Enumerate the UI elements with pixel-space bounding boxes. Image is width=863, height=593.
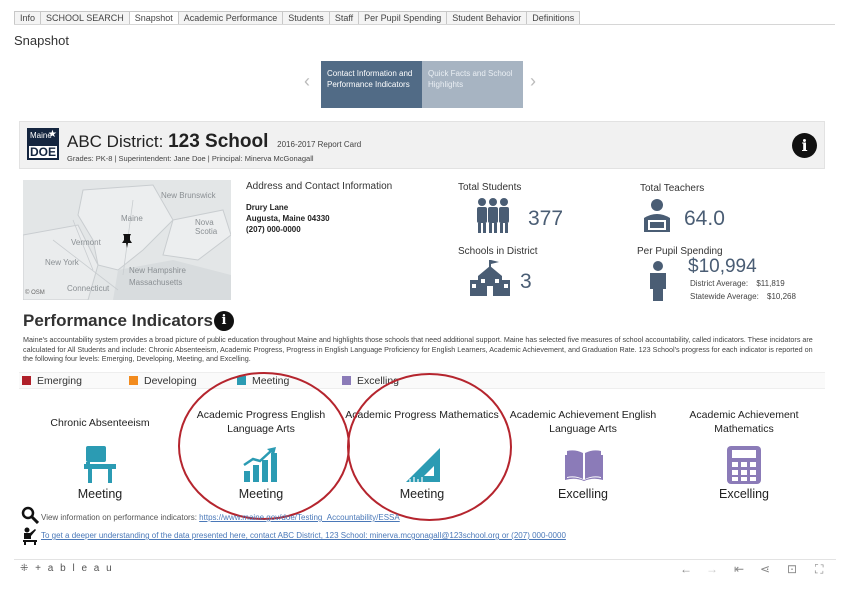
school-subheading: Grades: PK-8 | Superintendent: Jane Doe … (67, 154, 314, 163)
per-pupil-spending-label: Per Pupil Spending (637, 246, 723, 257)
indicator-achievement-math-title: Academic Achievement Mathematics (689, 409, 799, 435)
indicator-achievement-ela-status: Excelling (557, 487, 609, 501)
download-icon[interactable]: ⊡ (787, 562, 798, 576)
performance-indicators-title: Performance Indicators (23, 311, 213, 330)
total-students-label: Total Students (458, 182, 522, 193)
nav-quick-facts-button[interactable]: Quick Facts and School Highlights (422, 61, 523, 108)
district-average: District Average: $11,819 (690, 279, 785, 288)
fullscreen-icon[interactable]: ⛶ (815, 562, 824, 576)
chevron-left-icon[interactable]: ‹ (304, 71, 310, 91)
info-icon[interactable]: i (792, 133, 817, 158)
location-map[interactable]: New Brunswick Maine Nova Scotia Vermont … (23, 180, 231, 300)
open-book-icon (565, 450, 603, 481)
nav-contact-info-button[interactable]: Contact Information and Performance Indi… (321, 61, 422, 108)
legend-developing: Developing (129, 375, 197, 387)
page-title: Snapshot (14, 33, 69, 48)
person-icon (650, 261, 666, 301)
performance-description: Maine's accountability system provides a… (23, 335, 813, 363)
tab-info[interactable]: Info (14, 11, 42, 25)
tab-definitions[interactable]: Definitions (527, 11, 581, 25)
indicator-achievement-ela-title: Academic Achievement English Language Ar… (509, 409, 657, 435)
share-icon[interactable]: ⋖ (760, 562, 771, 576)
tableau-logo[interactable]: ⁜ + a b l e a u (20, 563, 114, 574)
schools-in-district-label: Schools in District (458, 246, 538, 257)
undo-icon[interactable]: ← (680, 562, 692, 576)
total-students-value: 377 (528, 207, 564, 230)
revert-icon[interactable]: ⇤ (734, 562, 745, 576)
total-teachers-label: Total Teachers (640, 183, 705, 194)
teacher-board-icon (23, 527, 37, 545)
annotation-circle-math (347, 373, 512, 521)
view-info-line: View information on performance indicato… (41, 513, 400, 522)
tab-school-search[interactable]: SCHOOL SEARCH (41, 11, 130, 25)
school-desk-icon (84, 446, 116, 483)
header-banner (19, 121, 825, 169)
legend-emerging: Emerging (22, 375, 82, 387)
tab-bar: Info SCHOOL SEARCH Snapshot Academic Per… (14, 11, 581, 25)
school-building-icon (470, 260, 510, 296)
total-teachers-value: 64.0 (684, 207, 725, 230)
tab-student-behavior[interactable]: Student Behavior (447, 11, 528, 25)
tab-per-pupil-spending[interactable]: Per Pupil Spending (359, 11, 448, 25)
indicator-chronic-absenteeism-title: Chronic Absenteeism (50, 417, 150, 429)
map-pin-icon[interactable] (121, 234, 133, 248)
tab-snapshot[interactable]: Snapshot (129, 11, 179, 25)
students-group-icon (477, 198, 509, 233)
annotation-circle-ela (178, 372, 350, 520)
tab-students[interactable]: Students (283, 11, 330, 25)
tab-academic-performance[interactable]: Academic Performance (178, 11, 284, 25)
calculator-icon (727, 446, 761, 484)
indicator-chronic-absenteeism-status: Meeting (77, 487, 123, 501)
statewide-average: Statewide Average: $10,268 (690, 292, 796, 301)
tableau-cross-icon: ⁜ (20, 563, 31, 574)
per-pupil-spending-value: $10,994 (688, 256, 757, 277)
indicator-achievement-math-status: Excelling (718, 487, 770, 501)
district-school-title: ABC District: 123 School 2016-2017 Repor… (67, 131, 362, 152)
performance-indicators-link[interactable]: https://www.maine.gov/doe/Testing_Accoun… (199, 513, 400, 522)
chevron-right-icon[interactable]: › (530, 71, 536, 91)
star-icon: ★ (48, 129, 57, 140)
schools-in-district-value: 3 (520, 270, 532, 293)
redo-icon[interactable]: → (706, 562, 718, 576)
tab-staff[interactable]: Staff (329, 11, 360, 25)
tableau-toolbar: ⁜ + a b l e a u ← → ⇤ ⋖ ⊡ ⛶ (14, 559, 836, 577)
magnifier-icon (21, 506, 39, 524)
teacher-icon (644, 199, 670, 232)
tab-divider (14, 24, 835, 25)
address-title: Address and Contact Information (246, 181, 393, 192)
contact-link[interactable]: To get a deeper understanding of the dat… (41, 531, 566, 540)
address-block: Drury Lane Augusta, Maine 04330 (207) 00… (246, 203, 330, 234)
performance-info-icon[interactable]: i (214, 311, 234, 331)
maine-doe-logo: Maine ★ DOE (27, 128, 59, 160)
